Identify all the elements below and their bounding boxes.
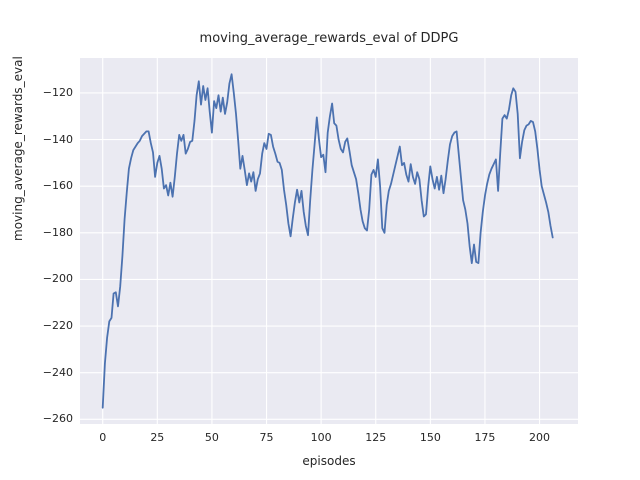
line-chart-svg <box>80 58 578 424</box>
reward-line <box>101 73 554 409</box>
x-tick-label: 125 <box>365 431 387 444</box>
x-tick-label: 100 <box>310 431 332 444</box>
y-tick-label: −260 <box>42 412 73 426</box>
y-tick-label: −160 <box>42 179 73 193</box>
x-tick-label: 75 <box>259 431 274 444</box>
x-tick-label: 175 <box>474 431 496 444</box>
y-tick-label: −140 <box>42 132 73 146</box>
y-tick-label: −180 <box>42 225 73 239</box>
x-axis-label: episodes <box>302 454 356 468</box>
y-tick-label: −240 <box>42 365 73 379</box>
x-tick-label: 25 <box>150 431 165 444</box>
x-tick-label: 50 <box>204 431 219 444</box>
x-tick-label: 200 <box>529 431 551 444</box>
x-tick-label: 0 <box>99 431 107 444</box>
plot-area <box>80 58 578 424</box>
y-tick-label: −200 <box>42 272 73 286</box>
x-tick-label: 150 <box>419 431 441 444</box>
y-tick-label: −220 <box>42 319 73 333</box>
chart-title: moving_average_rewards_eval of DDPG <box>199 31 459 46</box>
y-tick-label: −120 <box>42 85 73 99</box>
